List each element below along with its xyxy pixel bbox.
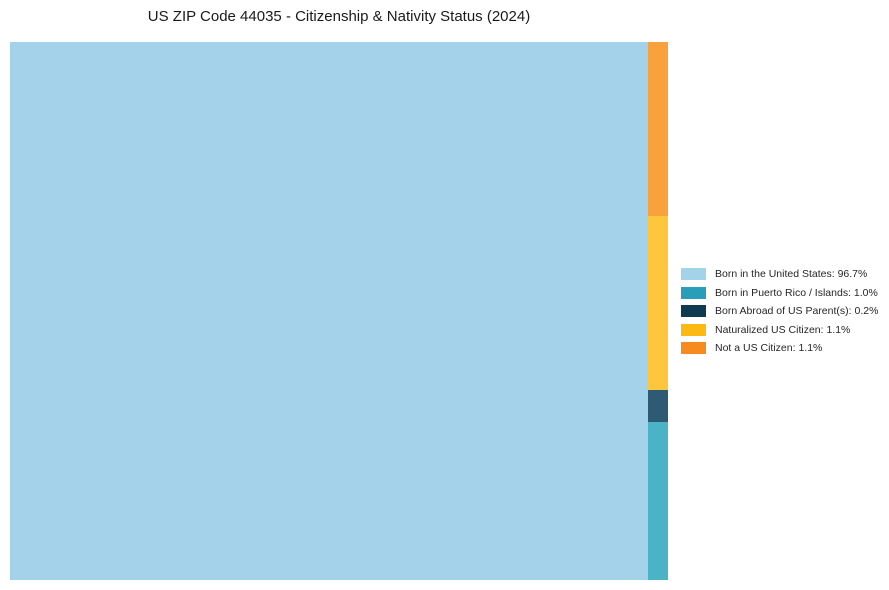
legend-swatch-icon <box>681 268 706 280</box>
treemap-tile-naturalized-us-citizen <box>648 216 668 391</box>
legend-label: Born in the United States: 96.7% <box>715 268 868 280</box>
legend-label: Born in Puerto Rico / Islands: 1.0% <box>715 286 878 299</box>
legend-swatch-icon <box>681 342 706 354</box>
legend-item-born-in-puerto-rico-islands: Born in Puerto Rico / Islands: 1.0% <box>681 286 878 299</box>
legend-item-naturalized-us-citizen: Naturalized US Citizen: 1.1% <box>681 323 878 336</box>
legend-item-born-in-the-united-states: Born in the United States: 96.7% <box>681 268 878 280</box>
legend-label: Naturalized US Citizen: 1.1% <box>715 323 851 336</box>
legend-label: Born Abroad of US Parent(s): 0.2% <box>715 305 879 317</box>
treemap-tile-born-in-the-united-states <box>10 42 648 580</box>
legend-swatch-icon <box>681 323 706 336</box>
treemap-tile-born-abroad-of-us-parent-s <box>648 390 668 422</box>
treemap-tile-not-a-us-citizen <box>648 42 668 217</box>
legend-swatch-icon <box>681 305 706 317</box>
legend-item-born-abroad-of-us-parent-s: Born Abroad of US Parent(s): 0.2% <box>681 305 878 317</box>
legend-label: Not a US Citizen: 1.1% <box>715 342 823 354</box>
legend: Born in the United States: 96.7% Born in … <box>681 268 878 361</box>
treemap-tile-born-in-puerto-rico-islands <box>648 421 668 580</box>
chart-title: US ZIP Code 44035 - Citizenship & Nativi… <box>147 8 531 25</box>
legend-swatch-icon <box>681 286 706 299</box>
legend-item-not-a-us-citizen: Not a US Citizen: 1.1% <box>681 342 878 354</box>
